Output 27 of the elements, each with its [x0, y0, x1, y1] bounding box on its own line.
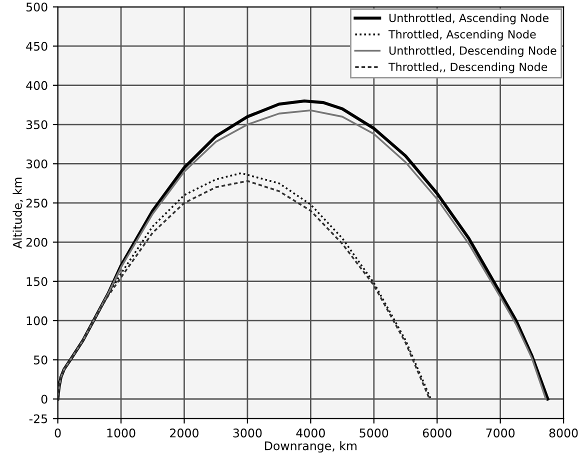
y-tick-label: 0 [41, 394, 48, 404]
x-tick-label: 8000 [549, 428, 578, 438]
x-tick-label: 6000 [422, 428, 452, 438]
y-tick-label: 150 [26, 277, 48, 286]
y-tick-label: 200 [26, 238, 48, 247]
y-tick-label: 100 [26, 316, 48, 326]
x-axis-title: Downrange, km [265, 441, 356, 453]
y-tick-label: 400 [26, 81, 48, 90]
x-tick-label: 1000 [107, 428, 136, 438]
x-tick-label: 4000 [296, 428, 325, 438]
x-tick-label: 7000 [486, 428, 515, 438]
x-tick-label: 0 [54, 428, 61, 438]
legend-label: Unthrottled, Descending Node [389, 46, 556, 57]
legend-label: Throttled, Ascending Node [388, 30, 536, 41]
y-tick-label: -25 [29, 414, 48, 424]
y-axis-title: Altitude, km [12, 178, 24, 249]
y-tick-label: 500 [26, 2, 48, 12]
legend-label: Throttled,, Descending Node [388, 62, 548, 74]
x-tick-label: 3000 [233, 428, 262, 438]
legend-label: Unthrottled, Ascending Node [389, 14, 548, 24]
y-tick-label: 350 [26, 120, 48, 130]
y-tick-label: 300 [26, 159, 48, 168]
y-tick-label: 250 [26, 198, 48, 208]
y-tick-label: 450 [26, 42, 48, 51]
y-tick-label: 50 [34, 356, 48, 364]
x-tick-label: 5000 [360, 428, 388, 438]
x-tick-label: 2000 [170, 428, 198, 438]
